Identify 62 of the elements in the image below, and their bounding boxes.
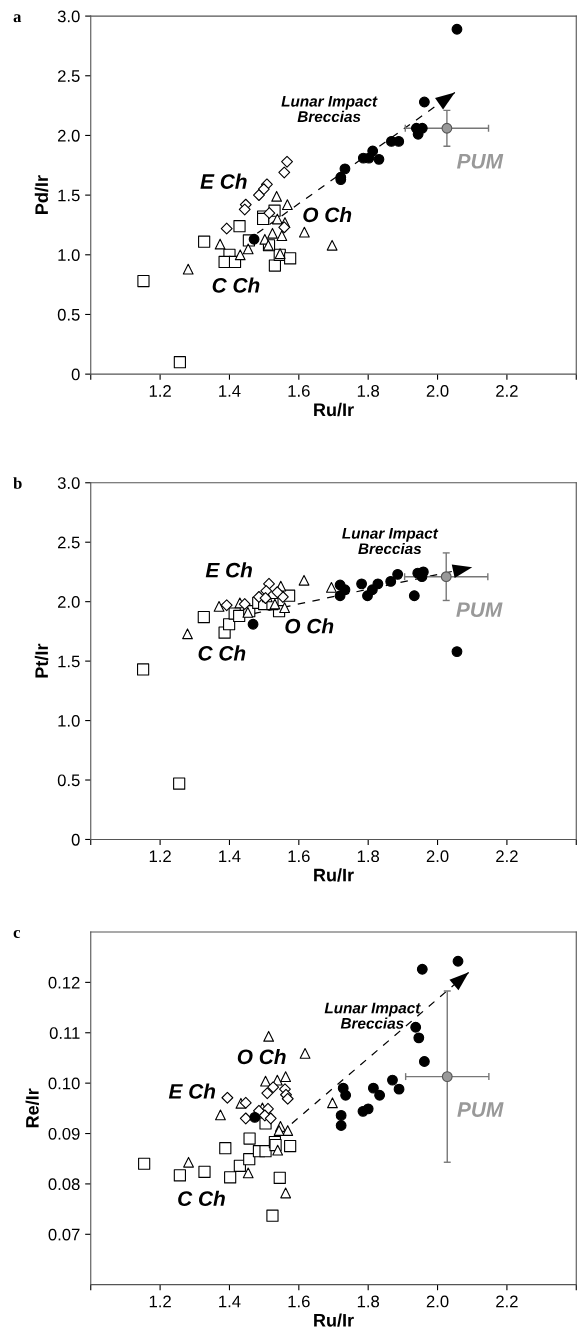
annotation: O Ch bbox=[237, 1048, 286, 1065]
chart-title: c bbox=[13, 929, 21, 938]
y-axis-title: Re/Ir bbox=[25, 1088, 39, 1128]
annotation: C Ch bbox=[198, 645, 246, 661]
x-tick-label: 2.0 bbox=[426, 850, 449, 863]
y-tick-label: 0.5 bbox=[57, 774, 80, 787]
y-tick-label: 0 bbox=[71, 833, 80, 846]
annotation: O Ch bbox=[285, 618, 334, 634]
x-tick-label: 1.2 bbox=[149, 385, 171, 397]
x-tick-label: 1.8 bbox=[357, 1295, 380, 1308]
y-tick-label: 1.5 bbox=[58, 189, 80, 202]
annotation: Lunar Impact Breccias bbox=[281, 96, 378, 123]
x-tick-label: 1.6 bbox=[288, 385, 310, 397]
x-tick-label: 2.2 bbox=[496, 1295, 518, 1308]
series-label: PUM bbox=[457, 1102, 504, 1117]
annotation: O Ch bbox=[303, 206, 352, 223]
chart-title: b bbox=[13, 477, 22, 489]
y-tick-label: 2.5 bbox=[58, 536, 80, 549]
x-tick-label: 1.8 bbox=[357, 850, 380, 863]
y-tick-label: 0.12 bbox=[48, 976, 80, 989]
x-axis-title: Ru/Ir bbox=[314, 402, 354, 417]
x-tick-label: 1.6 bbox=[288, 850, 310, 863]
x-axis-title: Ru/Ir bbox=[314, 1313, 354, 1327]
y-axis-title: Pt/Ir bbox=[34, 643, 49, 678]
y-tick-label: 0.09 bbox=[48, 1127, 80, 1140]
annotation: E Ch bbox=[205, 562, 252, 578]
y-tick-label: 0.5 bbox=[57, 308, 80, 321]
y-tick-label: 1.0 bbox=[58, 714, 80, 727]
annotation: E Ch bbox=[168, 1083, 216, 1099]
series-label: PUM bbox=[457, 154, 504, 169]
chart-title: a bbox=[13, 14, 22, 23]
annotation: C Ch bbox=[212, 277, 260, 293]
y-tick-label: 0.11 bbox=[49, 1027, 80, 1039]
x-tick-label: 1.2 bbox=[149, 1295, 171, 1308]
y-tick-label: 0.08 bbox=[48, 1178, 80, 1191]
y-tick-label: 3.0 bbox=[57, 477, 80, 489]
x-axis-title: Ru/Ir bbox=[314, 868, 354, 882]
y-tick-label: 2.0 bbox=[58, 129, 80, 142]
x-tick-label: 1.4 bbox=[219, 1295, 241, 1308]
x-tick-label: 1.4 bbox=[219, 850, 241, 862]
x-tick-label: 1.8 bbox=[357, 385, 380, 397]
annotation: E Ch bbox=[200, 173, 247, 189]
x-tick-label: 2.0 bbox=[426, 1295, 449, 1308]
y-axis-title: Pd/Ir bbox=[34, 175, 49, 214]
annotation: Lunar Impact Breccias bbox=[342, 528, 439, 555]
x-tick-label: 1.4 bbox=[219, 385, 241, 397]
annotation: C Ch bbox=[178, 1190, 225, 1206]
y-tick-label: 1.0 bbox=[58, 249, 80, 261]
y-tick-label: 0.07 bbox=[48, 1228, 80, 1241]
x-tick-label: 2.0 bbox=[426, 385, 449, 397]
y-tick-label: 0 bbox=[71, 368, 80, 381]
y-tick-label: 2.0 bbox=[58, 596, 80, 608]
x-tick-label: 1.6 bbox=[288, 1295, 310, 1308]
y-tick-label: 0.10 bbox=[48, 1077, 80, 1090]
y-tick-label: 1.5 bbox=[58, 655, 80, 668]
y-tick-label: 3.0 bbox=[57, 10, 80, 23]
series-label: PUM bbox=[456, 602, 503, 617]
annotation: Lunar Impact Breccias bbox=[324, 1002, 421, 1029]
x-tick-label: 2.2 bbox=[496, 850, 518, 862]
x-tick-label: 2.2 bbox=[496, 385, 518, 397]
y-tick-label: 2.5 bbox=[58, 70, 80, 82]
x-tick-label: 1.2 bbox=[149, 850, 171, 862]
